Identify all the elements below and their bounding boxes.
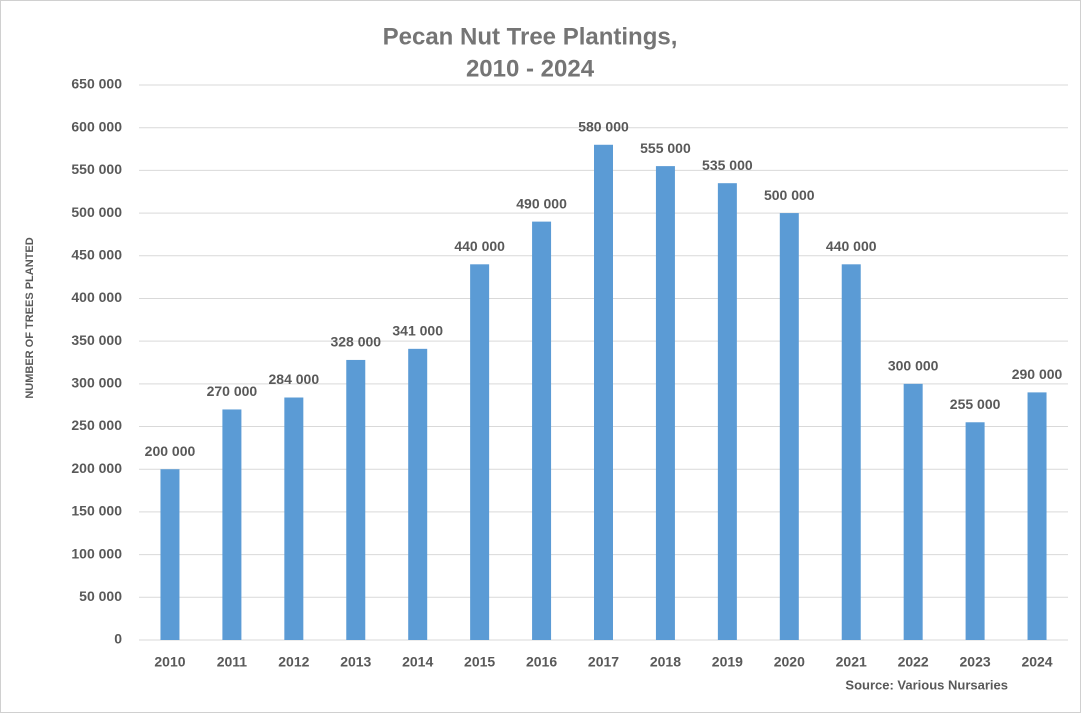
bar <box>346 359 366 640</box>
y-tick-label: 100 000 <box>71 545 122 561</box>
y-tick-label: 600 000 <box>71 118 122 134</box>
data-label: 328 000 <box>330 334 381 350</box>
x-tick-label: 2016 <box>526 654 557 670</box>
x-tick-label: 2018 <box>650 654 681 670</box>
data-label: 555 000 <box>640 140 691 156</box>
x-tick-label: 2020 <box>774 654 805 670</box>
x-tick-label: 2017 <box>588 654 619 670</box>
source: Source: Various Nursaries <box>845 677 1008 692</box>
y-tick-label: 50 000 <box>79 588 122 604</box>
data-label: 580 000 <box>578 118 629 134</box>
data-label: 290 000 <box>1012 366 1063 382</box>
bar <box>470 264 490 640</box>
y-tick-label: 350 000 <box>71 332 122 348</box>
data-label: 500 000 <box>764 187 815 203</box>
bar <box>284 397 304 640</box>
data-label: 440 000 <box>826 238 877 254</box>
x-tick-label: 2021 <box>836 654 867 670</box>
x-tick-label: 2019 <box>712 654 743 670</box>
data-label: 200 000 <box>145 443 196 459</box>
bar <box>903 383 923 640</box>
x-tick-label: 2014 <box>402 654 433 670</box>
bar <box>222 409 242 640</box>
y-tick-label: 150 000 <box>71 503 122 519</box>
x-tick-label: 2012 <box>278 654 309 670</box>
y-tick-label: 400 000 <box>71 289 122 305</box>
y-tick-label: 200 000 <box>71 460 122 476</box>
data-label: 284 000 <box>269 371 320 387</box>
y-tick-label: 300 000 <box>71 375 122 391</box>
data-label: 535 000 <box>702 157 753 173</box>
bar <box>408 348 428 640</box>
data-label: 300 000 <box>888 358 939 374</box>
x-tick-label: 2013 <box>340 654 371 670</box>
chart-title: 2010 - 2024 <box>466 55 595 82</box>
data-label: 341 000 <box>392 323 443 339</box>
bar <box>160 469 180 640</box>
x-tick-label: 2010 <box>154 654 185 670</box>
y-tick-label: 650 000 <box>71 76 122 92</box>
x-tick-label: 2011 <box>217 654 248 670</box>
chart-title: Pecan Nut Tree Plantings, <box>383 23 678 50</box>
y-tick-label: 250 000 <box>71 417 122 433</box>
y-tick-label: 500 000 <box>71 204 122 220</box>
y-tick-label: 0 <box>114 631 122 647</box>
x-tick-label: 2023 <box>960 654 991 670</box>
y-tick-label: 450 000 <box>71 246 122 262</box>
bar <box>841 264 861 640</box>
data-label: 490 000 <box>516 195 567 211</box>
x-tick-label: 2015 <box>464 654 495 670</box>
y-tick-label: 550 000 <box>71 161 122 177</box>
bar <box>532 221 552 640</box>
data-label: 440 000 <box>454 238 505 254</box>
bar <box>965 422 985 640</box>
bar <box>779 213 799 641</box>
data-label: 270 000 <box>207 383 258 399</box>
bar <box>1027 392 1047 640</box>
bar <box>594 144 613 640</box>
bar <box>717 183 737 640</box>
x-tick-label: 2024 <box>1021 654 1052 670</box>
data-label: 255 000 <box>950 396 1001 412</box>
bar <box>655 166 675 640</box>
y-axis-label: NUMBER OF TREES PLANTED <box>24 237 36 398</box>
x-tick-label: 2022 <box>898 654 929 670</box>
